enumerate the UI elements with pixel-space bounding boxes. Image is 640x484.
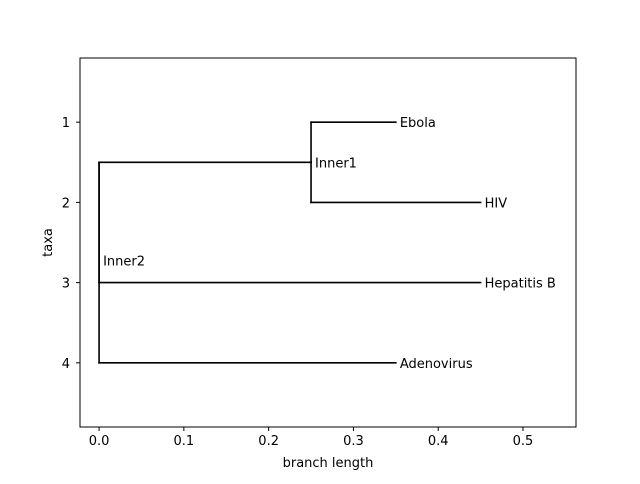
x-tick-label-1: 0.1 (174, 434, 195, 449)
node-label-hepatitis_b: Hepatitis B (485, 277, 556, 292)
y-tick-label-2: 3 (62, 277, 70, 292)
x-axis-label: branch length (283, 456, 374, 471)
x-axis: 0.0 0.1 0.2 0.3 0.4 0.5 (89, 427, 534, 449)
x-tick-label-4: 0.4 (428, 434, 449, 449)
y-tick-label-1: 2 (62, 196, 70, 211)
plot-frame (79, 57, 577, 428)
tree-layer (98, 121, 482, 364)
x-tick-label-0: 0.0 (89, 434, 110, 449)
x-tick-label-2: 0.2 (258, 434, 279, 449)
x-tick-label-5: 0.5 (513, 434, 534, 449)
y-tick-label-0: 1 (62, 116, 70, 131)
node-label-ebola: Ebola (400, 116, 436, 131)
x-tick-label-3: 0.3 (343, 434, 364, 449)
y-axis-label: taxa (41, 228, 56, 257)
node-label-adenovirus: Adenovirus (400, 357, 473, 372)
node-label-inner1: Inner1 (315, 156, 357, 171)
label-layer: Inner1 Inner2 Ebola HIV Hepatitis B Adenoviru… (103, 116, 556, 372)
node-label-hiv: HIV (485, 196, 508, 211)
node-label-inner2: Inner2 (103, 255, 145, 270)
y-tick-label-3: 4 (62, 357, 70, 372)
y-axis: 1 2 3 4 (62, 116, 80, 372)
